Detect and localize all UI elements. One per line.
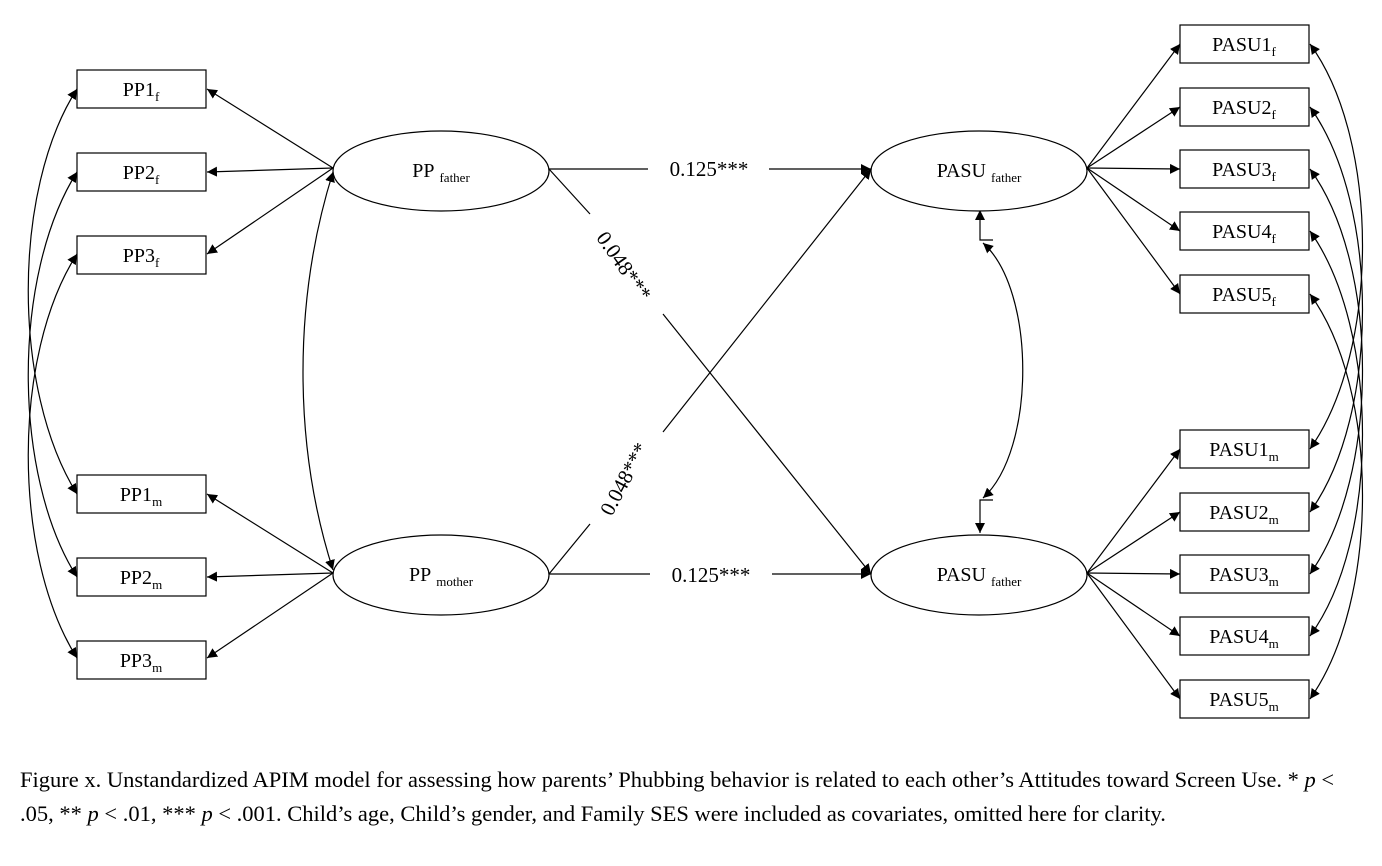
loading-pasuf-5 bbox=[1086, 167, 1181, 295]
loading-pasuf-4 bbox=[1086, 167, 1181, 232]
indicator-pasu5m: PASU5m bbox=[1179, 679, 1310, 719]
loading-ppf-pp1f bbox=[206, 88, 334, 169]
svg-text:PASU4m: PASU4m bbox=[1209, 626, 1278, 651]
loading-pasuf-3 bbox=[1086, 163, 1181, 174]
svg-text:PP3m: PP3m bbox=[120, 650, 162, 675]
latent-pasu-bottom: PASU father bbox=[870, 534, 1088, 616]
svg-text:PASU1f: PASU1f bbox=[1212, 34, 1276, 59]
indicator-pp2f: PP2f bbox=[76, 152, 207, 192]
covariance-pasu bbox=[982, 242, 1024, 499]
svg-text:PASU2m: PASU2m bbox=[1209, 502, 1278, 527]
svg-text:PASU4f: PASU4f bbox=[1212, 221, 1276, 246]
covariance-pasu-connector-bottom bbox=[975, 499, 993, 533]
loading-ppm-pp2m bbox=[206, 571, 334, 582]
covariance-pp1f-pp1m bbox=[27, 88, 78, 495]
loading-ppm-pp1m bbox=[206, 493, 334, 574]
partner-path-father-to-mother-top bbox=[548, 168, 591, 215]
indicator-pasu2f: PASU2f bbox=[1179, 87, 1310, 127]
loading-ppf-pp2f bbox=[206, 166, 334, 177]
indicator-pp2m: PP2m bbox=[76, 557, 207, 597]
indicator-pp3f: PP3f bbox=[76, 235, 207, 275]
partner-path-mother-to-father-top bbox=[662, 168, 872, 433]
indicator-pp1m: PP1m bbox=[76, 474, 207, 514]
loading-pasum-3 bbox=[1086, 568, 1181, 579]
indicator-pasu4f: PASU4f bbox=[1179, 211, 1310, 251]
indicator-pasu4m: PASU4m bbox=[1179, 616, 1310, 656]
loading-pasuf-2 bbox=[1086, 106, 1181, 169]
svg-text:PASU5f: PASU5f bbox=[1212, 284, 1276, 309]
indicator-pasu1m: PASU1m bbox=[1179, 429, 1310, 469]
loading-pasum-5 bbox=[1086, 572, 1181, 700]
svg-text:PP3f: PP3f bbox=[123, 245, 160, 270]
svg-text:PASU5m: PASU5m bbox=[1209, 689, 1278, 714]
apim-path-diagram: PP1f PP2f PP3f PP1m PP2m PP3m PASU1f PAS… bbox=[27, 24, 1364, 719]
indicator-pp1f: PP1f bbox=[76, 69, 207, 109]
svg-text:PP2f: PP2f bbox=[123, 162, 160, 187]
covariance-pp2f-pp2m bbox=[27, 171, 78, 578]
latent-pp-mother: PP mother bbox=[332, 534, 550, 616]
covariance-pasu-connector-top bbox=[975, 210, 993, 241]
figure-caption: Figure x. Unstandardized APIM model for … bbox=[20, 767, 1335, 826]
latent-pasu-top: PASU father bbox=[870, 130, 1088, 212]
covariance-pp-father-mother bbox=[302, 171, 335, 571]
partner-path-father-to-mother-bottom bbox=[662, 313, 872, 575]
svg-text:PASU3m: PASU3m bbox=[1209, 564, 1278, 589]
coef-partner-mother-to-father: 0.048*** bbox=[595, 439, 653, 520]
covariance-pasu1f-pasu1m bbox=[1309, 43, 1364, 450]
loading-pasum-4 bbox=[1086, 572, 1181, 637]
covariance-pasu4f-pasu4m bbox=[1309, 230, 1364, 637]
indicator-pasu3f: PASU3f bbox=[1179, 149, 1310, 189]
covariance-pp3f-pp3m bbox=[27, 253, 78, 659]
svg-text:PASU3f: PASU3f bbox=[1212, 159, 1276, 184]
indicator-pasu2m: PASU2m bbox=[1179, 492, 1310, 532]
loading-pasum-1 bbox=[1086, 448, 1181, 574]
loading-ppm-pp3m bbox=[206, 572, 334, 659]
covariance-pasu2f-pasu2m bbox=[1309, 106, 1364, 513]
partner-path-mother-to-father-bottom bbox=[548, 523, 591, 575]
coef-partner-father-to-mother: 0.048*** bbox=[592, 227, 657, 305]
indicator-pp3m: PP3m bbox=[76, 640, 207, 680]
svg-text:PP2m: PP2m bbox=[120, 567, 162, 592]
svg-text:PASU2f: PASU2f bbox=[1212, 97, 1276, 122]
loading-pasuf-1 bbox=[1086, 43, 1181, 169]
indicator-pasu3m: PASU3m bbox=[1179, 554, 1310, 594]
coef-actor-father: 0.125*** bbox=[670, 157, 749, 181]
covariance-pasu5f-pasu5m bbox=[1309, 293, 1364, 700]
svg-text:PP1f: PP1f bbox=[123, 79, 160, 104]
loading-pasum-2 bbox=[1086, 511, 1181, 574]
svg-text:PP1m: PP1m bbox=[120, 484, 162, 509]
coef-actor-mother: 0.125*** bbox=[672, 563, 751, 587]
latent-pp-father: PP father bbox=[332, 130, 550, 212]
indicator-pasu5f: PASU5f bbox=[1179, 274, 1310, 314]
loading-ppf-pp3f bbox=[206, 167, 334, 255]
indicator-pasu1f: PASU1f bbox=[1179, 24, 1310, 64]
svg-text:PASU1m: PASU1m bbox=[1209, 439, 1278, 464]
covariance-pasu3f-pasu3m bbox=[1309, 168, 1364, 575]
